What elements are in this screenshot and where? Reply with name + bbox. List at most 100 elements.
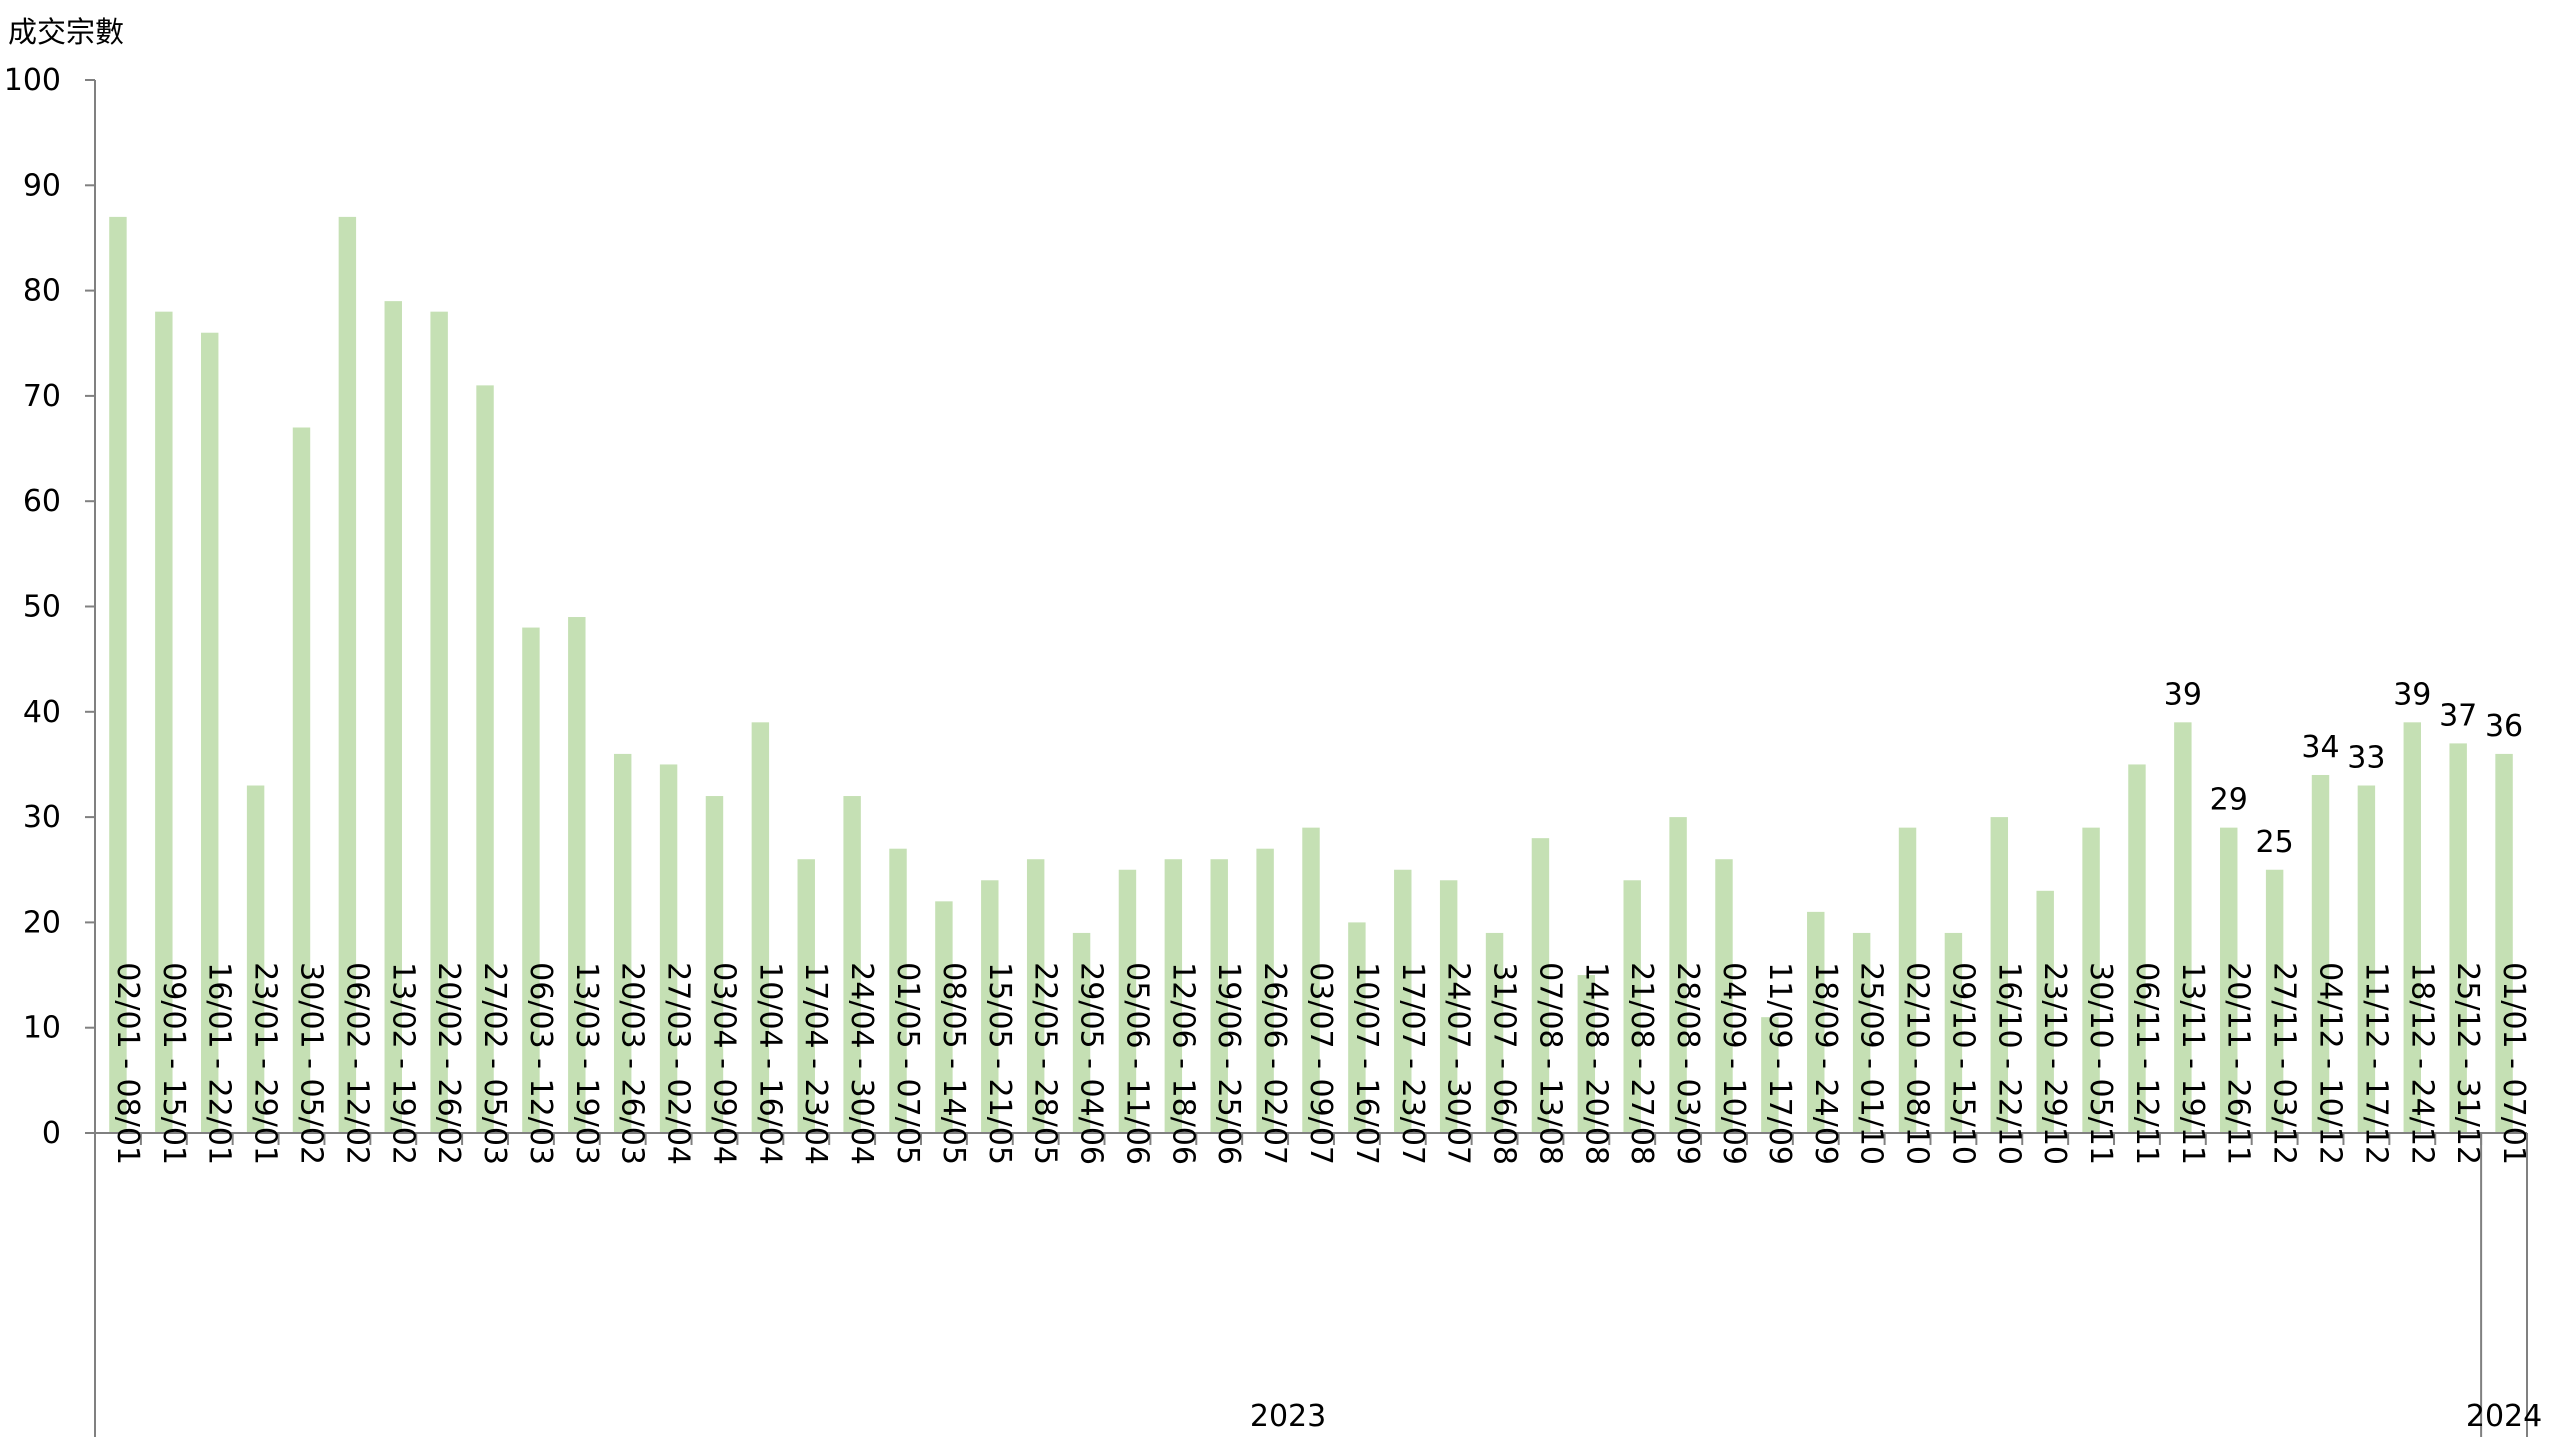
x-tick-label: 25/09 - 01/10 — [1854, 962, 1889, 1165]
bar — [2036, 890, 2054, 1133]
x-tick-label: 11/09 - 17/09 — [1762, 962, 1797, 1165]
x-tick-label: 06/02 - 12/02 — [339, 962, 374, 1165]
y-tick-label: 60 — [23, 484, 61, 519]
x-tick-label: 06/11 - 12/11 — [2129, 962, 2164, 1165]
y-tick-label: 100 — [4, 63, 61, 98]
x-tick-label: 19/06 - 25/06 — [1211, 962, 1246, 1165]
y-tick-label: 20 — [23, 905, 61, 940]
y-tick-label: 10 — [23, 1011, 61, 1046]
bar — [1577, 975, 1596, 1133]
x-tick-label: 28/08 - 03/09 — [1670, 962, 1705, 1165]
x-tick-label: 03/07 - 09/07 — [1303, 962, 1338, 1165]
bar — [2220, 827, 2238, 1133]
bar — [1623, 880, 1641, 1133]
x-tick-label: 14/08 - 20/08 — [1578, 962, 1613, 1165]
x-tick-label: 20/02 - 26/02 — [431, 962, 466, 1165]
x-tick-label: 24/04 - 30/04 — [844, 962, 879, 1165]
bar — [613, 753, 632, 1133]
x-tick-label: 17/07 - 23/07 — [1395, 962, 1430, 1165]
bar — [1669, 817, 1687, 1133]
bar — [1807, 911, 1825, 1133]
x-tick-label: 18/12 - 24/12 — [2404, 962, 2439, 1165]
year-group-label: 2024 — [2466, 1399, 2542, 1434]
bar — [1164, 859, 1183, 1133]
year-group-label: 2023 — [1250, 1399, 1326, 1434]
bar — [200, 332, 219, 1134]
x-tick-label: 02/10 - 08/10 — [1900, 962, 1935, 1165]
x-tick-label: 30/10 - 05/11 — [2083, 962, 2118, 1165]
bar — [1302, 827, 1320, 1133]
x-tick-label: 16/10 - 22/10 — [1991, 962, 2026, 1165]
x-tick-label: 11/12 - 17/12 — [2358, 962, 2393, 1165]
y-tick-label: 50 — [23, 590, 61, 625]
x-tick-label: 13/03 - 19/03 — [569, 962, 604, 1165]
x-tick-label: 27/02 - 05/03 — [477, 962, 512, 1165]
x-tick-label: 21/08 - 27/08 — [1624, 962, 1659, 1165]
bar — [1118, 869, 1137, 1133]
bar — [659, 764, 678, 1133]
bar — [155, 311, 173, 1133]
bar — [2128, 764, 2146, 1133]
data-label: 29 — [2210, 783, 2248, 818]
bar — [2082, 827, 2100, 1133]
x-tick-label: 13/11 - 19/11 — [2175, 962, 2210, 1165]
x-tick-label: 17/04 - 23/04 — [798, 962, 833, 1165]
bar — [1256, 848, 1274, 1133]
y-tick-label: 80 — [23, 274, 61, 309]
x-tick-label: 06/03 - 12/03 — [523, 962, 558, 1165]
x-tick-label: 16/01 - 22/01 — [202, 962, 237, 1165]
x-tick-label: 03/04 - 09/04 — [706, 962, 741, 1165]
bar — [384, 301, 402, 1133]
x-tick-label: 20/03 - 26/03 — [615, 962, 650, 1165]
x-tick-label: 25/12 - 31/12 — [2450, 962, 2485, 1165]
y-tick-label: 90 — [23, 168, 61, 203]
data-label: 25 — [2256, 825, 2294, 860]
x-tick-label: 10/04 - 16/04 — [752, 962, 787, 1165]
bar — [751, 722, 770, 1133]
bar — [1072, 932, 1091, 1133]
bar — [797, 859, 815, 1133]
x-tick-label: 20/11 - 26/11 — [2221, 962, 2256, 1165]
y-tick-label: 30 — [23, 800, 61, 835]
bar — [981, 880, 999, 1133]
bar — [1439, 880, 1458, 1133]
x-tick-label: 30/01 - 05/02 — [293, 962, 328, 1165]
y-tick-label: 0 — [42, 1116, 61, 1151]
bar — [1348, 922, 1366, 1133]
bar — [843, 796, 861, 1133]
bar — [1944, 932, 1963, 1133]
bar — [2311, 774, 2330, 1133]
y-axis-title: 成交宗數 — [8, 15, 124, 49]
bar — [292, 427, 311, 1133]
x-tick-label: 04/12 - 10/12 — [2313, 962, 2348, 1165]
bar — [1761, 1017, 1779, 1133]
bar — [1898, 827, 1917, 1133]
bar — [889, 848, 907, 1133]
data-label: 34 — [2301, 730, 2339, 765]
bar — [568, 617, 586, 1133]
bar — [2495, 753, 2513, 1133]
bar — [2174, 722, 2192, 1133]
bar — [1485, 932, 1504, 1133]
x-tick-label: 05/06 - 11/06 — [1119, 962, 1154, 1165]
bar — [2265, 869, 2284, 1133]
data-label: 39 — [2393, 677, 2431, 712]
bar — [1715, 859, 1733, 1133]
bar — [1394, 869, 1412, 1133]
x-tick-label: 12/06 - 18/06 — [1165, 962, 1200, 1165]
data-label: 39 — [2164, 677, 2202, 712]
x-tick-label: 23/10 - 29/10 — [2037, 962, 2072, 1165]
bar — [1990, 817, 2009, 1133]
bar — [705, 796, 724, 1133]
x-tick-label: 29/05 - 04/06 — [1074, 962, 1109, 1165]
bar — [2449, 743, 2467, 1133]
x-tick-label: 15/05 - 21/05 — [982, 962, 1017, 1165]
x-tick-label: 07/08 - 13/08 — [1532, 962, 1567, 1165]
y-tick-label: 70 — [23, 379, 61, 414]
x-tick-label: 22/05 - 28/05 — [1028, 962, 1063, 1165]
x-tick-label: 09/01 - 15/01 — [156, 962, 191, 1165]
bar — [1531, 838, 1550, 1133]
x-tick-label: 01/05 - 07/05 — [890, 962, 925, 1165]
x-tick-label: 08/05 - 14/05 — [936, 962, 971, 1165]
